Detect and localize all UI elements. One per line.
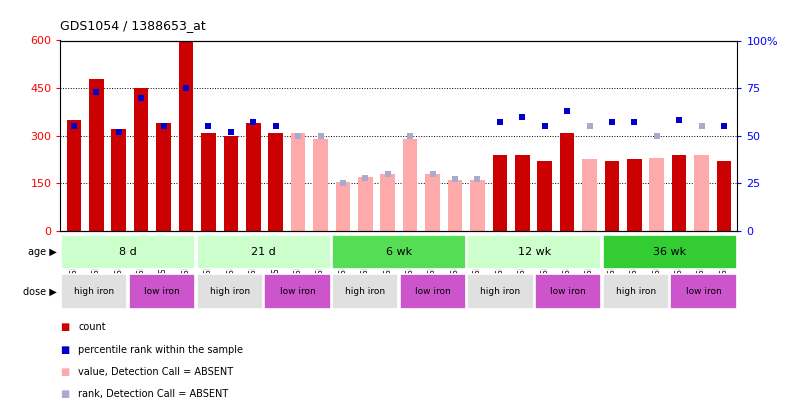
Bar [671, 275, 737, 309]
Bar [61, 275, 127, 309]
Bar [560, 132, 575, 231]
Bar [603, 235, 737, 269]
Bar [111, 129, 126, 231]
Text: ■: ■ [60, 322, 69, 332]
Text: ■: ■ [60, 389, 69, 399]
Text: value, Detection Call = ABSENT: value, Detection Call = ABSENT [78, 367, 233, 377]
Bar [672, 155, 687, 231]
Text: low iron: low iron [686, 287, 721, 296]
Bar [197, 235, 330, 269]
Bar [179, 40, 193, 231]
Bar [650, 158, 664, 231]
Text: age ▶: age ▶ [27, 247, 56, 257]
Bar [156, 123, 171, 231]
Text: count: count [78, 322, 106, 332]
Bar [202, 132, 216, 231]
Text: low iron: low iron [415, 287, 451, 296]
Bar [467, 235, 601, 269]
Text: low iron: low iron [550, 287, 586, 296]
Bar [246, 123, 260, 231]
Bar [447, 180, 463, 231]
Text: GDS1054 / 1388653_at: GDS1054 / 1388653_at [60, 19, 206, 32]
Bar [694, 155, 709, 231]
Text: 8 d: 8 d [119, 247, 137, 257]
Bar [538, 161, 552, 231]
Bar [467, 275, 534, 309]
Bar [627, 160, 642, 231]
Text: high iron: high iron [480, 287, 521, 296]
Bar [314, 139, 328, 231]
Bar [134, 88, 148, 231]
Text: 12 wk: 12 wk [517, 247, 551, 257]
Bar [291, 132, 305, 231]
Text: 21 d: 21 d [251, 247, 276, 257]
Bar [268, 132, 283, 231]
Text: high iron: high iron [74, 287, 114, 296]
Bar [332, 235, 466, 269]
Text: high iron: high iron [345, 287, 385, 296]
Bar [89, 79, 104, 231]
Text: 36 wk: 36 wk [653, 247, 687, 257]
Text: low iron: low iron [280, 287, 315, 296]
Bar [197, 275, 263, 309]
Bar [400, 275, 466, 309]
Bar [332, 275, 398, 309]
Bar [264, 275, 330, 309]
Bar [380, 174, 395, 231]
Text: high iron: high iron [210, 287, 250, 296]
Bar [335, 182, 351, 231]
Bar [582, 160, 596, 231]
Bar [515, 155, 530, 231]
Bar [603, 275, 669, 309]
Bar [223, 136, 238, 231]
Text: rank, Detection Call = ABSENT: rank, Detection Call = ABSENT [78, 389, 228, 399]
Text: percentile rank within the sample: percentile rank within the sample [78, 345, 243, 354]
Text: low iron: low iron [144, 287, 180, 296]
Bar [717, 161, 731, 231]
Bar [358, 177, 372, 231]
Text: ■: ■ [60, 367, 69, 377]
Bar [492, 155, 507, 231]
Bar [129, 275, 195, 309]
Text: dose ▶: dose ▶ [23, 287, 56, 297]
Bar [535, 275, 601, 309]
Bar [604, 161, 619, 231]
Bar [403, 139, 418, 231]
Bar [61, 235, 195, 269]
Text: high iron: high iron [616, 287, 656, 296]
Bar [67, 120, 81, 231]
Bar [470, 180, 484, 231]
Bar [426, 174, 440, 231]
Text: ■: ■ [60, 345, 69, 354]
Text: 6 wk: 6 wk [386, 247, 412, 257]
